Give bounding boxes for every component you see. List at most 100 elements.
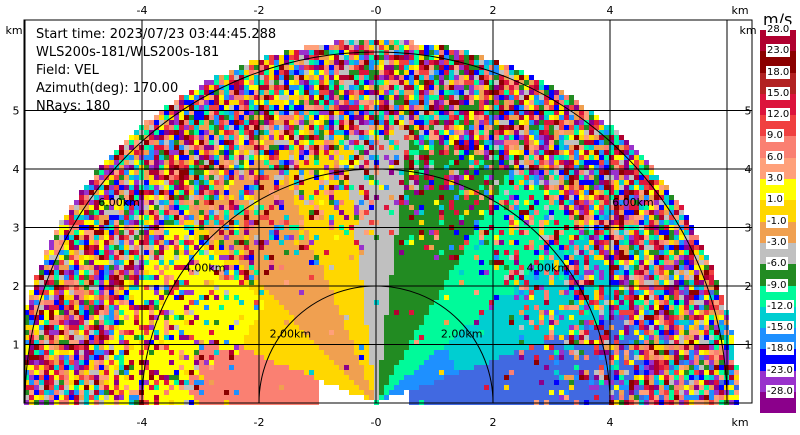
velocity-cell [459,105,464,110]
velocity-cell [494,255,499,260]
velocity-cell [199,130,204,135]
velocity-cell [524,115,529,120]
velocity-cell [409,95,414,100]
velocity-cell [179,100,184,105]
velocity-cell [689,240,694,245]
velocity-cell [404,205,409,210]
velocity-cell [204,210,209,215]
velocity-cell [229,265,234,270]
velocity-cell [219,135,224,140]
velocity-cell [389,255,394,260]
velocity-cell [334,115,339,120]
velocity-cell [299,285,304,290]
velocity-cell [389,170,394,175]
velocity-cell [524,90,529,95]
velocity-cell [589,120,594,125]
velocity-cell [614,140,619,145]
velocity-cell [509,240,514,245]
velocity-cell [504,205,509,210]
velocity-cell [459,200,464,205]
velocity-cell [289,265,294,270]
velocity-cell [314,260,319,265]
velocity-cell [454,230,459,235]
velocity-cell [489,90,494,95]
velocity-cell [409,40,414,45]
velocity-cell [439,155,444,160]
velocity-cell [244,255,249,260]
velocity-cell [494,60,499,65]
velocity-cell [269,170,274,175]
velocity-cell [89,260,94,265]
velocity-cell [519,235,524,240]
velocity-cell [239,265,244,270]
velocity-cell [134,240,139,245]
velocity-cell [164,240,169,245]
velocity-cell [329,255,334,260]
velocity-cell [129,135,134,140]
velocity-cell [84,220,89,225]
velocity-cell [154,120,159,125]
velocity-cell [279,70,284,75]
velocity-cell [369,180,374,185]
velocity-cell [439,50,444,55]
velocity-cell [199,85,204,90]
velocity-cell [459,210,464,215]
velocity-cell [579,145,584,150]
velocity-cell [609,235,614,240]
velocity-cell [184,185,189,190]
velocity-cell [524,160,529,165]
velocity-cell [384,190,389,195]
velocity-cell [134,185,139,190]
velocity-cell [249,105,254,110]
velocity-cell [99,180,104,185]
velocity-cell [559,140,564,145]
velocity-cell [509,245,514,250]
velocity-cell [279,125,284,130]
velocity-cell [394,45,399,50]
velocity-cell [364,185,369,190]
velocity-cell [579,240,584,245]
velocity-cell [439,200,444,205]
velocity-cell [609,230,614,235]
velocity-cell [314,280,319,285]
velocity-cell [574,175,579,180]
velocity-cell [394,115,399,120]
velocity-cell [154,140,159,145]
velocity-cell [624,280,629,285]
velocity-cell [229,190,234,195]
velocity-cell [414,75,419,80]
velocity-cell [239,285,244,290]
velocity-cell [489,185,494,190]
velocity-cell [604,235,609,240]
velocity-cell [324,45,329,50]
velocity-cell [474,130,479,135]
velocity-cell [414,180,419,185]
velocity-cell [524,140,529,145]
velocity-cell [534,265,539,270]
velocity-cell [444,200,449,205]
velocity-cell [434,195,439,200]
velocity-cell [389,125,394,130]
velocity-cell [314,285,319,290]
velocity-cell [559,245,564,250]
velocity-cell [469,235,474,240]
velocity-cell [409,125,414,130]
velocity-cell [609,240,614,245]
velocity-cell [164,250,169,255]
velocity-cell [404,185,409,190]
velocity-cell [619,275,624,280]
velocity-cell [624,140,629,145]
velocity-cell [389,270,394,275]
velocity-cell [539,80,544,85]
velocity-cell [114,240,119,245]
velocity-cell [259,170,264,175]
velocity-cell [169,255,174,260]
velocity-cell [404,275,409,280]
velocity-cell [379,45,384,50]
velocity-cell [424,95,429,100]
velocity-cell [329,85,334,90]
velocity-cell [304,200,309,205]
velocity-cell [299,165,304,170]
velocity-cell [464,100,469,105]
velocity-cell [394,55,399,60]
